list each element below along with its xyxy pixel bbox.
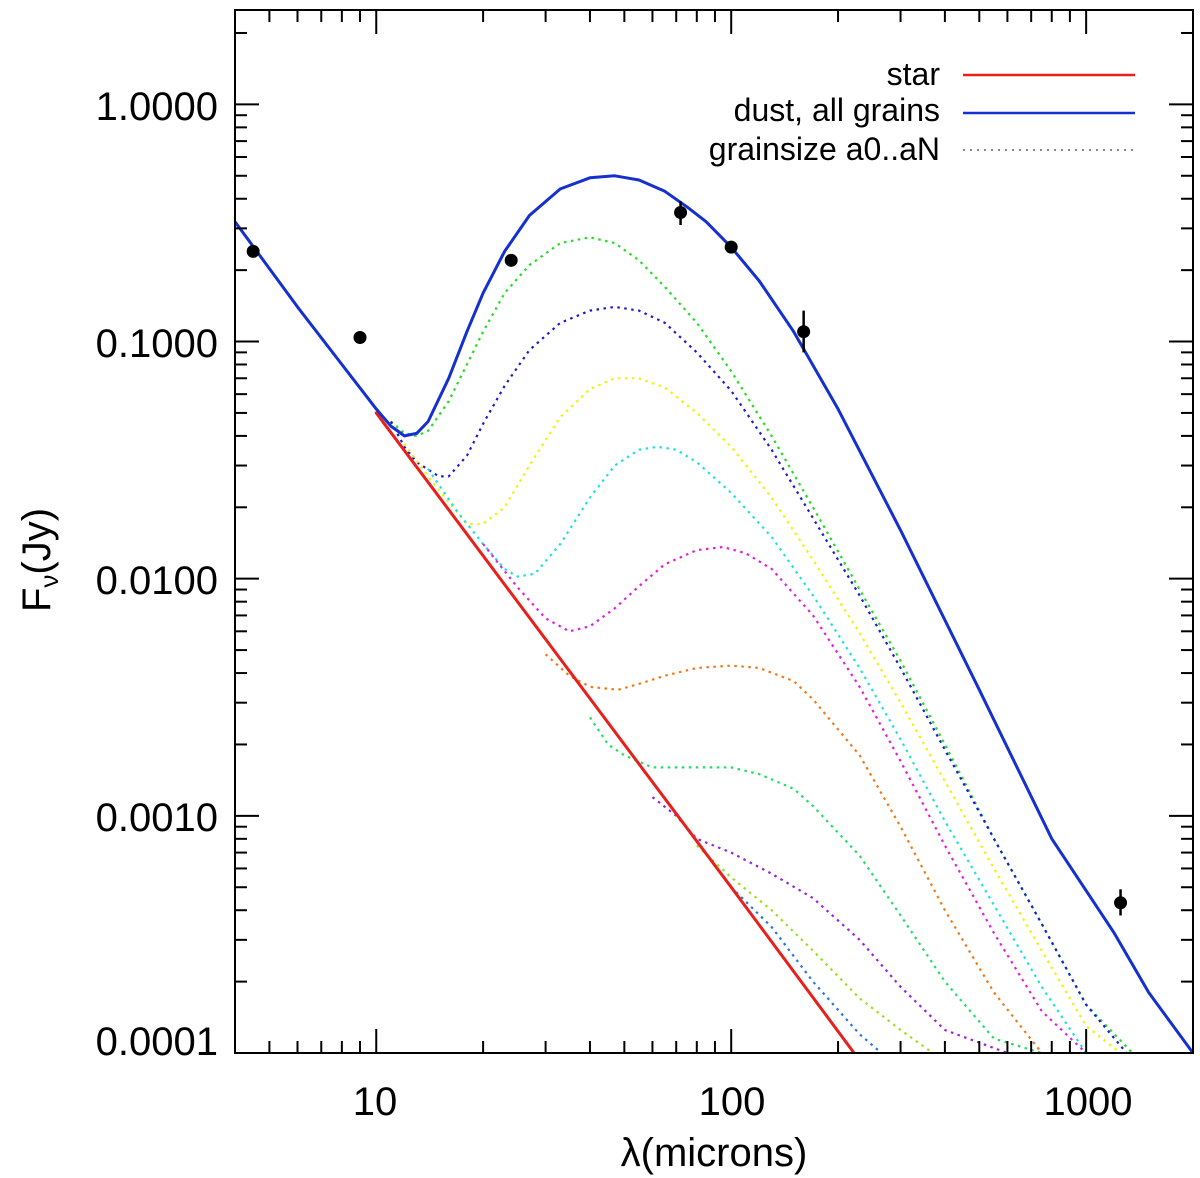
model-curves — [235, 174, 1193, 1053]
data-point — [674, 206, 688, 220]
data-point — [246, 244, 260, 258]
axis-ticks — [234, 10, 1194, 1054]
series-grainsize-5 — [482, 543, 1088, 1053]
data-point — [353, 330, 367, 344]
data-point — [504, 253, 518, 267]
data-point — [1114, 896, 1128, 910]
series-grainsize-3 — [403, 377, 1122, 1053]
legend-label-dust: dust, all grains — [734, 92, 940, 128]
y-axis-title-main: F — [15, 588, 59, 612]
observations — [246, 201, 1128, 916]
series-grainsize-2 — [389, 305, 1128, 1053]
legend-label-grainsize: grainsize a0..aN — [709, 131, 940, 167]
y-tick-label: 0.0001 — [96, 1020, 218, 1064]
y-tick-labels: 1.0000 0.1000 0.0100 0.0010 0.0001 — [96, 85, 218, 1064]
legend-label-star: star — [887, 56, 941, 92]
data-point — [797, 325, 811, 339]
series-grainsize-4 — [427, 445, 1088, 1053]
series-dust-all-grains — [235, 174, 1193, 1053]
x-tick-label: 1000 — [1044, 1080, 1133, 1124]
series-grainsize-10 — [730, 886, 883, 1053]
series-grainsize-9 — [696, 844, 934, 1053]
y-tick-label: 0.0100 — [96, 559, 218, 603]
y-axis-title-sub: ν — [34, 575, 64, 588]
y-axis-title-tail: (Jy) — [15, 508, 59, 575]
y-tick-label: 0.0010 — [96, 796, 218, 840]
y-tick-label: 0.1000 — [96, 322, 218, 366]
series-grainsize-1 — [390, 236, 1134, 1053]
grainsize-curves — [389, 236, 1134, 1053]
series-star — [374, 411, 856, 1053]
x-tick-label: 10 — [353, 1080, 398, 1124]
data-point — [724, 240, 738, 254]
x-tick-label: 100 — [699, 1080, 766, 1124]
y-tick-label: 1.0000 — [96, 85, 218, 129]
series-grainsize-7 — [589, 716, 1043, 1053]
x-tick-labels: 10 100 1000 — [353, 1080, 1133, 1124]
y-axis-title: Fν(Jy) — [15, 508, 64, 612]
legend: star dust, all grains grainsize a0..aN — [709, 56, 1135, 167]
x-axis-title: λ(microns) — [621, 1131, 808, 1175]
